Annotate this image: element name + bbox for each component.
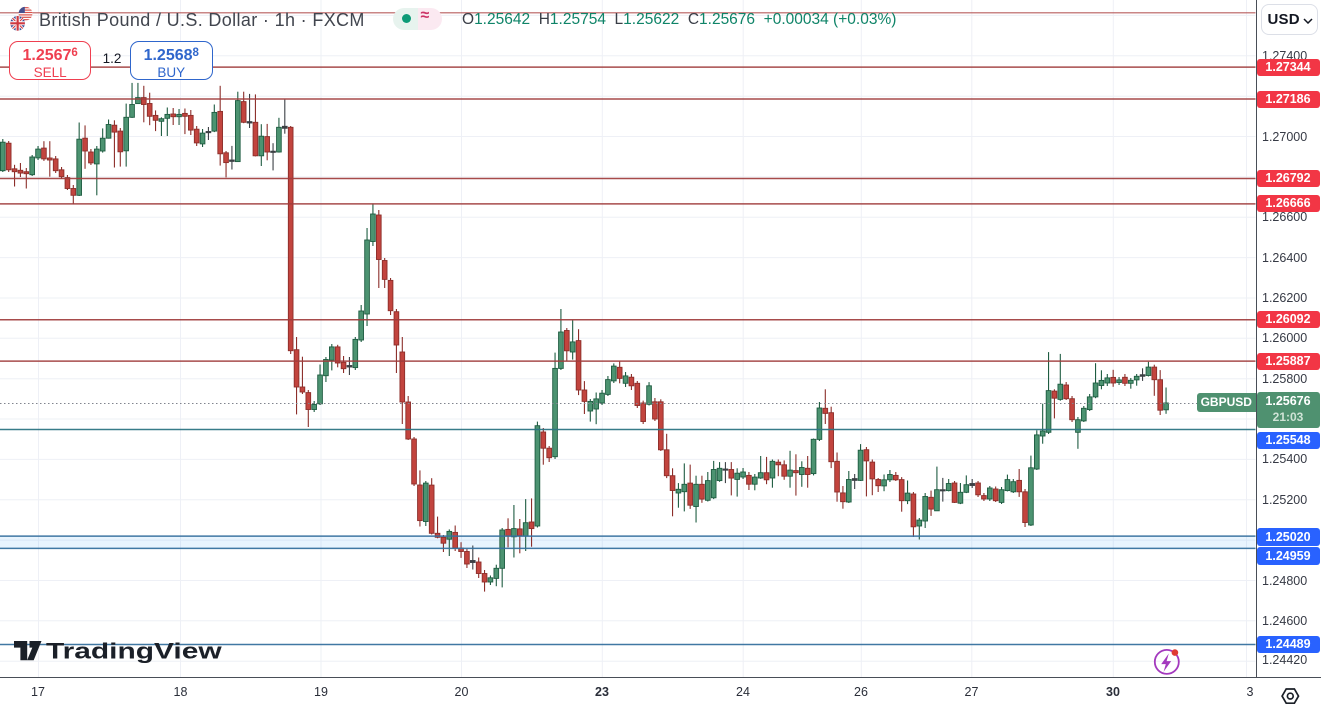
svg-text:TradingView: TradingView <box>46 638 222 663</box>
